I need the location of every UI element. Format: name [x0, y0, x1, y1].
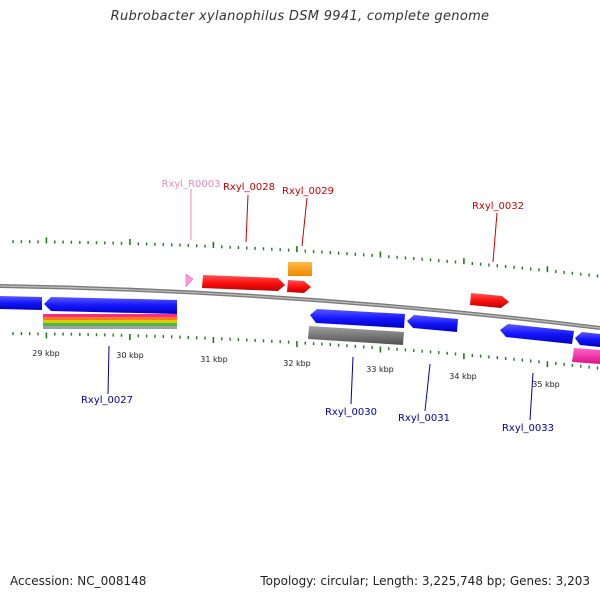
feature-gray[interactable] — [308, 326, 404, 345]
gene-label-rxyl-0028[interactable]: Rxyl_0028 — [223, 182, 275, 193]
gene-arrow-rxyl-0028[interactable] — [202, 275, 285, 291]
gene-label-rxyl-r0003[interactable]: Rxyl_R0003 — [162, 179, 221, 190]
scale-label-31kbp: 31 kbp — [200, 355, 228, 364]
gene-label-rxyl-0030[interactable]: Rxyl_0030 — [325, 407, 377, 418]
feature-orange[interactable] — [288, 262, 312, 276]
gene-arrow-left-edge[interactable] — [0, 296, 42, 310]
gene-label-rxyl-0029[interactable]: Rxyl_0029 — [282, 186, 334, 197]
gene-arrow-rxyl-0029[interactable] — [287, 280, 311, 293]
scale-label-34kbp: 34 kbp — [449, 372, 477, 381]
feature-pink[interactable] — [572, 348, 600, 364]
gene-label-rxyl-0032[interactable]: Rxyl_0032 — [472, 201, 524, 212]
scale-ticks-outer — [12, 237, 599, 278]
gene-arrow-rxyl-0027[interactable] — [44, 297, 177, 314]
feature-stack-bars — [43, 314, 177, 329]
genome-summary: Topology: circular; Length: 3,225,748 bp… — [260, 574, 590, 588]
gene-label-rxyl-0027[interactable]: Rxyl_0027 — [81, 395, 133, 406]
rna-feature-rxyl-r0003[interactable] — [185, 273, 194, 288]
gene-label-rxyl-0031[interactable]: Rxyl_0031 — [398, 413, 450, 424]
gene-arrow-rxyl-0032[interactable] — [470, 293, 509, 308]
gene-arrow-rxyl-0033[interactable] — [500, 324, 574, 344]
label-leaders — [107, 189, 534, 421]
accession-label: Accession: NC_008148 — [10, 574, 147, 588]
gene-label-rxyl-0033[interactable]: Rxyl_0033 — [502, 423, 554, 434]
map-title: Rubrobacter xylanophilus DSM 9941, compl… — [110, 9, 490, 24]
scale-label-32kbp: 32 kbp — [283, 359, 311, 368]
scale-label-30kbp: 30 kbp — [116, 351, 144, 360]
scale-label-29kbp: 29 kbp — [32, 349, 60, 358]
gene-arrow-rxyl-0030[interactable] — [310, 309, 405, 328]
scale-label-35kbp: 35 kbp — [532, 380, 560, 389]
gene-arrow-right-edge[interactable] — [575, 332, 600, 347]
scale-label-33kbp: 33 kbp — [366, 365, 394, 374]
gene-arrow-rxyl-0031[interactable] — [407, 315, 458, 332]
scale-ticks-inner — [12, 332, 599, 370]
